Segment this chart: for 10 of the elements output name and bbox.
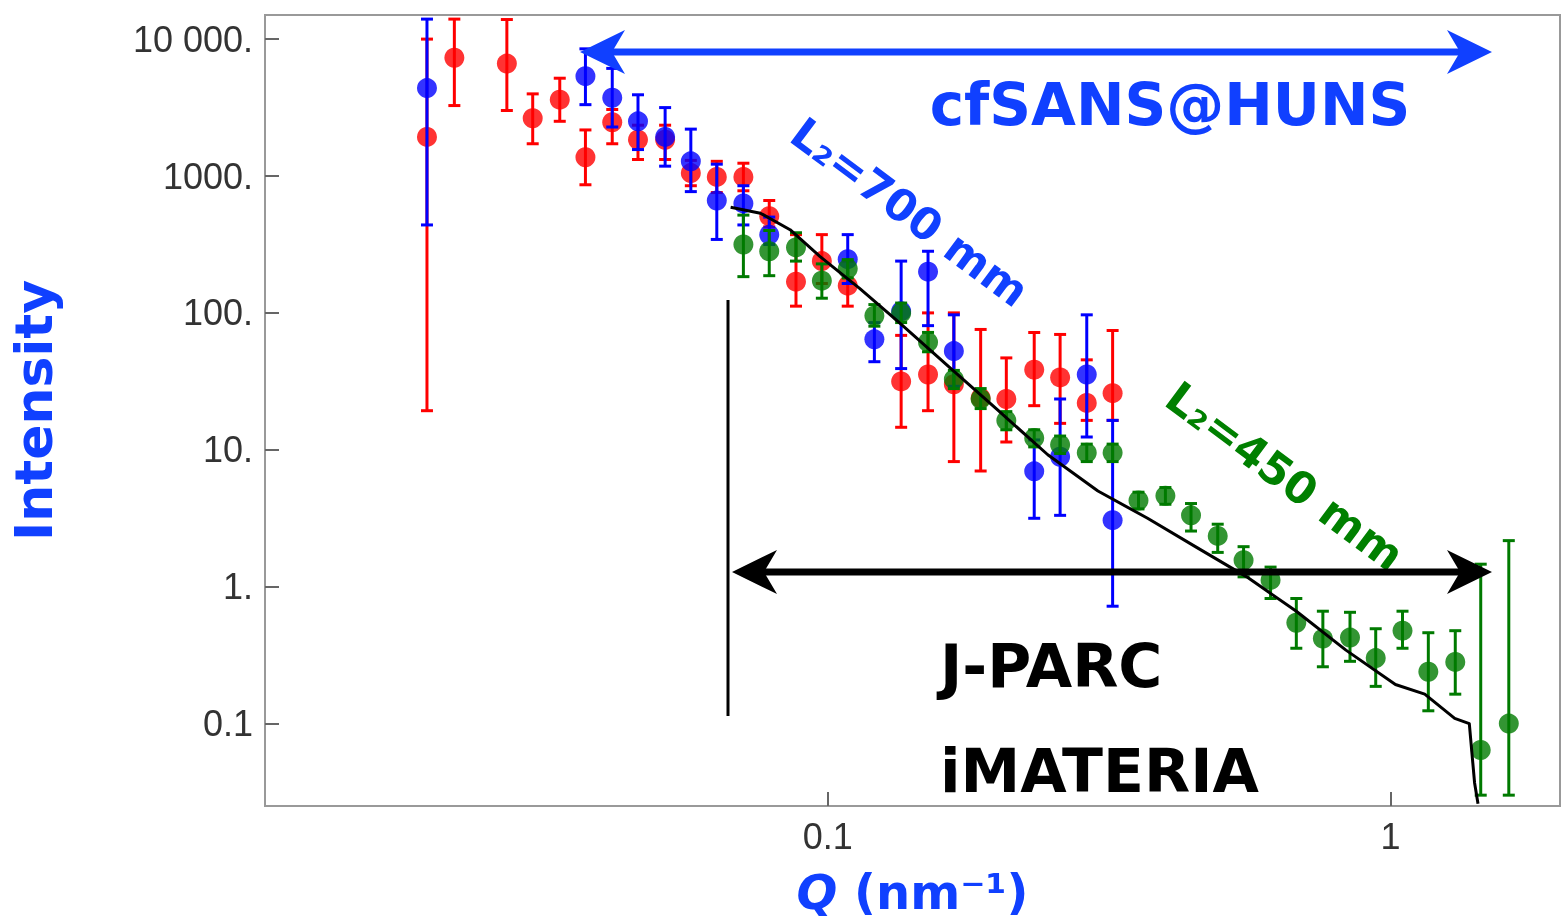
y-axis-title: Intensity (4, 279, 64, 542)
y-tick-label: 10. (202, 429, 253, 471)
y-tick-label: 10 000. (132, 18, 253, 60)
x-axis-title: Q (nm⁻¹) (796, 864, 1029, 920)
y-tick-label: 1. (222, 566, 253, 608)
y-tick-label: 1000. (162, 155, 253, 197)
x-tick-label: 1 (1380, 815, 1401, 857)
y-tick-label: 0.1 (202, 703, 253, 745)
y-tick-label: 100. (182, 292, 253, 334)
annotation: J-PARC iMATERIA (936, 630, 1260, 806)
